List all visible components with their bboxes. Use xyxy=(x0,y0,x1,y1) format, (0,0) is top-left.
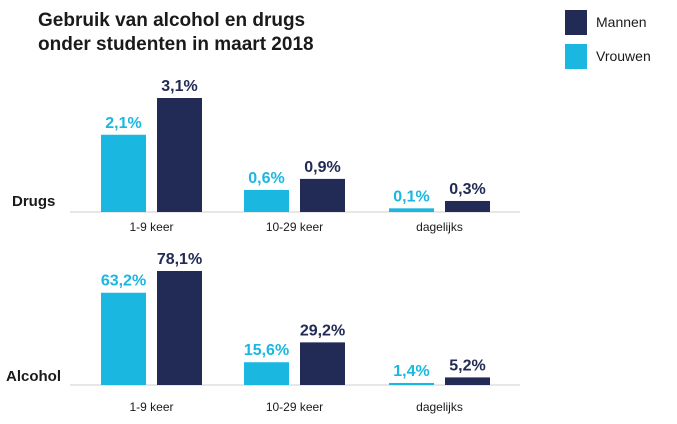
data-label-mannen-1-9-keer: 78,1% xyxy=(157,251,202,268)
chart-title-line-1: Gebruik van alcohol en drugs xyxy=(38,10,305,31)
data-label-vrouwen-1-9-keer: 2,1% xyxy=(105,115,141,132)
data-label-mannen-10-29-keer: 29,2% xyxy=(300,322,345,339)
bar-mannen-1-9-keer xyxy=(157,271,202,385)
bar-vrouwen-dagelijks xyxy=(389,208,434,212)
category-label-10-29-keer: 10-29 keer xyxy=(266,220,323,234)
data-label-mannen-dagelijks: 5,2% xyxy=(449,357,485,374)
legend-label-mannen: Mannen xyxy=(596,14,647,30)
data-label-mannen-1-9-keer: 3,1% xyxy=(161,78,197,95)
bar-vrouwen-10-29-keer xyxy=(244,362,289,385)
category-label-dagelijks: dagelijks xyxy=(416,400,463,414)
chart-title-line-2: onder studenten in maart 2018 xyxy=(38,34,314,55)
legend-swatch-mannen xyxy=(565,10,587,35)
bar-vrouwen-10-29-keer xyxy=(244,189,289,212)
data-label-vrouwen-10-29-keer: 15,6% xyxy=(244,342,289,359)
data-label-vrouwen-1-9-keer: 63,2% xyxy=(101,273,146,290)
bar-mannen-10-29-keer xyxy=(300,178,345,212)
category-label-10-29-keer: 10-29 keer xyxy=(266,400,323,414)
bar-vrouwen-1-9-keer xyxy=(101,134,146,212)
legend: Mannen Vrouwen xyxy=(565,10,651,69)
legend-label-vrouwen: Vrouwen xyxy=(596,48,651,64)
panel-alcohol: 63,2% 78,1% 1-9 keer 15,6% 29,2% 10-29 keer 1,… xyxy=(70,251,520,414)
panel-label-drugs: Drugs xyxy=(12,193,55,210)
data-label-vrouwen-10-29-keer: 0,6% xyxy=(248,170,284,187)
panel-drugs: 2,1% 3,1% 1-9 keer 0,6% 0,9% 10-29 keer 0,1% 0,… xyxy=(70,78,520,234)
bar-vrouwen-1-9-keer xyxy=(101,292,146,385)
data-label-vrouwen-dagelijks: 1,4% xyxy=(393,363,429,380)
data-label-mannen-dagelijks: 0,3% xyxy=(449,181,485,198)
bar-mannen-dagelijks xyxy=(445,200,490,212)
bar-mannen-dagelijks xyxy=(445,377,490,385)
category-label-1-9-keer: 1-9 keer xyxy=(129,220,173,234)
panel-label-alcohol: Alcohol xyxy=(6,368,61,385)
bar-mannen-1-9-keer xyxy=(157,98,202,212)
category-label-dagelijks: dagelijks xyxy=(416,220,463,234)
data-label-vrouwen-dagelijks: 0,1% xyxy=(393,188,429,205)
bar-vrouwen-dagelijks xyxy=(389,382,434,385)
data-label-mannen-10-29-keer: 0,9% xyxy=(304,159,340,176)
category-label-1-9-keer: 1-9 keer xyxy=(129,400,173,414)
legend-swatch-vrouwen xyxy=(565,44,587,69)
bar-mannen-10-29-keer xyxy=(300,342,345,385)
